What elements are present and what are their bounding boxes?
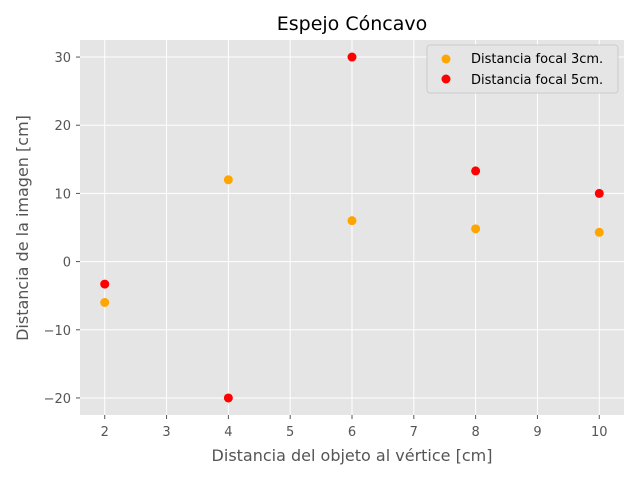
- data-point-series-0: [471, 224, 481, 234]
- data-point-series-0: [347, 216, 357, 226]
- y-tick-label: 10: [54, 187, 71, 202]
- data-point-series-0: [100, 298, 110, 307]
- y-tick-label: −20: [44, 392, 71, 407]
- data-points: [100, 52, 604, 403]
- data-point-series-1: [100, 279, 110, 289]
- x-tick-label: 4: [224, 425, 232, 440]
- legend-label-focal-3cm: Distancia focal 3cm.: [471, 52, 603, 67]
- x-tick-label: 7: [410, 425, 418, 440]
- y-tick-label: −10: [44, 324, 71, 339]
- x-tick-label: 6: [348, 425, 356, 440]
- data-point-series-1: [347, 52, 357, 62]
- data-point-series-1: [594, 188, 604, 198]
- x-axis-label: Distancia del objeto al vértice [cm]: [212, 446, 493, 465]
- legend-box: [426, 44, 619, 94]
- y-axis-label: Distancia de la imagen [cm]: [13, 115, 32, 341]
- y-tick-label: 20: [54, 119, 71, 134]
- y-tick-label: 0: [63, 256, 71, 271]
- y-tick-label: 30: [54, 51, 71, 66]
- data-point-series-0: [223, 175, 233, 185]
- data-point-series-1: [471, 166, 481, 176]
- x-tick-label: 9: [533, 425, 541, 440]
- chart-title: Espejo Cóncavo: [277, 13, 428, 35]
- x-tick-label: 10: [591, 425, 608, 440]
- legend-marker-focal-5cm: [441, 74, 451, 84]
- x-tick-label: 5: [286, 425, 294, 440]
- axis-ticks: 2 3 4 5 6 7 8 9 10 −20 −10 0 10 20 30: [44, 51, 608, 440]
- data-point-series-0: [594, 227, 604, 237]
- legend-marker-focal-3cm: [441, 54, 451, 64]
- legend-label-focal-5cm: Distancia focal 5cm.: [471, 73, 603, 88]
- x-tick-label: 8: [471, 425, 479, 440]
- legend: Distancia focal 3cm. Distancia focal 5cm…: [426, 44, 619, 94]
- x-tick-label: 3: [162, 425, 170, 440]
- data-point-series-1: [223, 393, 233, 403]
- x-tick-label: 2: [101, 425, 109, 440]
